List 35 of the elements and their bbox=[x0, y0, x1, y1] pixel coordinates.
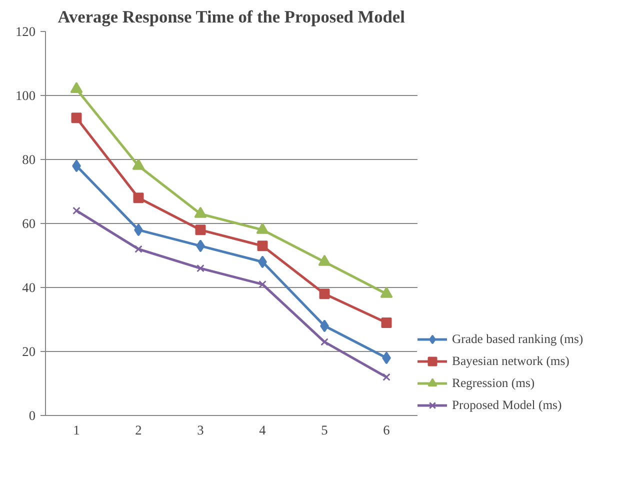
point bbox=[196, 264, 204, 272]
x-tick-label: 3 bbox=[197, 422, 204, 438]
y-tick-label: 60 bbox=[22, 216, 36, 231]
point bbox=[133, 192, 144, 204]
x-tick-label: 4 bbox=[259, 422, 266, 438]
point bbox=[258, 280, 266, 288]
point bbox=[194, 206, 207, 218]
point bbox=[319, 288, 330, 300]
legend-label: Grade based ranking (ms) bbox=[452, 332, 584, 346]
point bbox=[71, 112, 82, 124]
point bbox=[381, 317, 392, 328]
x-tick-label: 2 bbox=[135, 422, 142, 438]
x-tick-label: 1 bbox=[73, 422, 80, 438]
point bbox=[320, 338, 328, 346]
legend-label: Bayesian network (ms) bbox=[452, 354, 570, 368]
y-tick-label: 100 bbox=[16, 88, 36, 103]
y-tick-label: 120 bbox=[16, 24, 36, 39]
point bbox=[72, 206, 80, 215]
point bbox=[132, 158, 145, 170]
point bbox=[382, 373, 390, 382]
y-tick-label: 40 bbox=[22, 280, 36, 295]
legend-label: Regression (ms) bbox=[452, 376, 535, 390]
x-tick-label: 6 bbox=[383, 422, 390, 438]
legend-label: Proposed Model (ms) bbox=[452, 398, 562, 412]
x-tick-label: 5 bbox=[321, 422, 328, 438]
point bbox=[256, 222, 269, 234]
point bbox=[257, 240, 268, 252]
y-tick-label: 20 bbox=[22, 344, 36, 359]
point bbox=[318, 254, 331, 266]
point bbox=[195, 224, 206, 236]
y-tick-label: 0 bbox=[28, 408, 36, 423]
point bbox=[134, 245, 142, 254]
chart-title: Average Response Time of the Proposed Model bbox=[58, 8, 406, 26]
y-tick-label: 80 bbox=[22, 152, 36, 167]
point bbox=[70, 82, 83, 94]
